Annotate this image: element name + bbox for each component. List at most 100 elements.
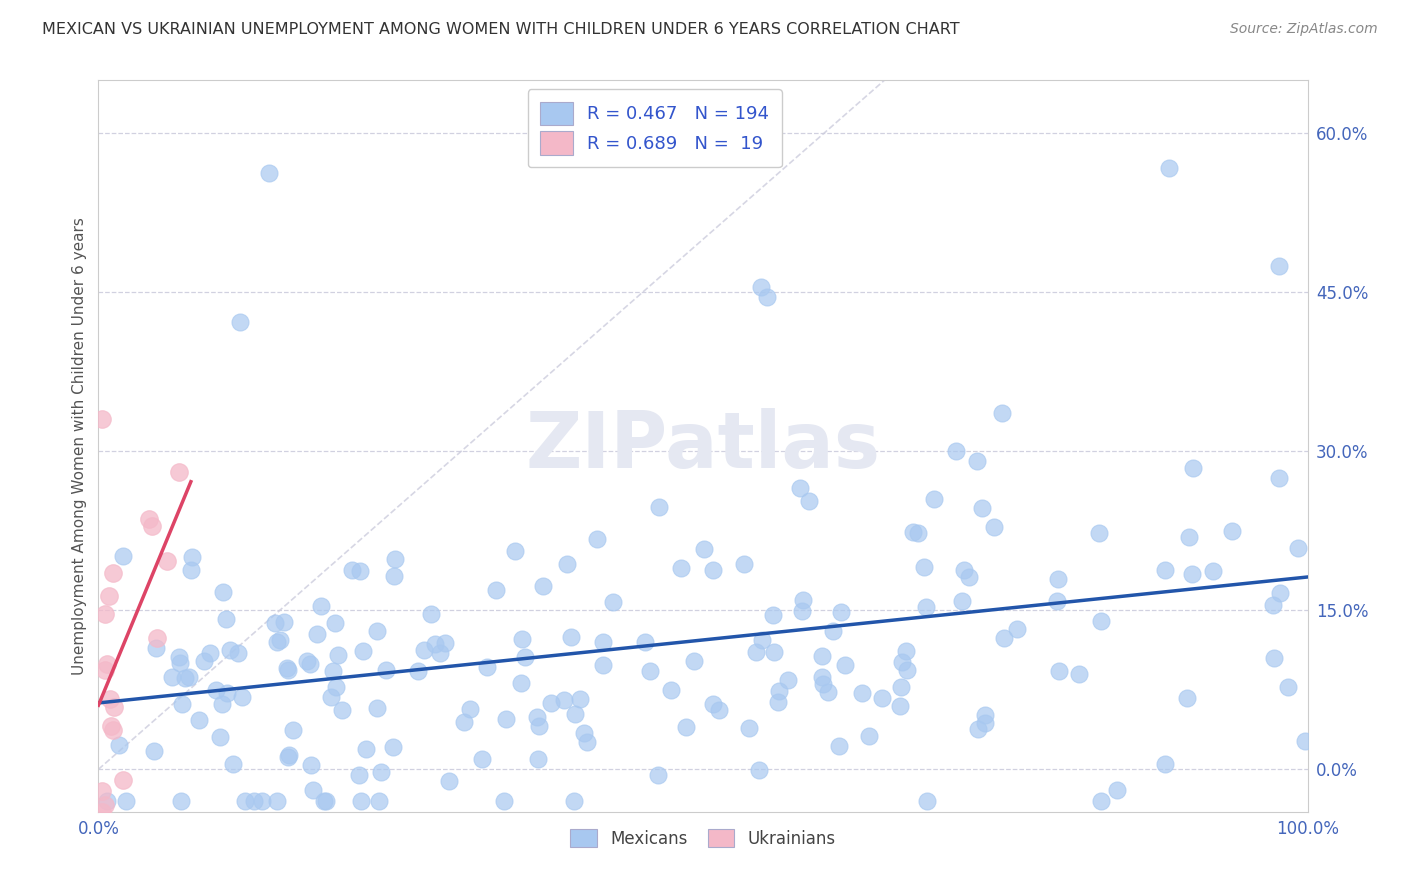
Point: [858, 729, 880, 743]
Point: [890, 655, 912, 669]
Point: [160, 670, 183, 684]
Point: [169, 794, 191, 808]
Point: [889, 699, 911, 714]
Point: [485, 583, 508, 598]
Point: [817, 685, 839, 699]
Point: [907, 525, 929, 540]
Point: [744, 644, 766, 658]
Point: [475, 660, 498, 674]
Point: [354, 742, 377, 756]
Point: [790, 604, 813, 618]
Point: [322, 664, 344, 678]
Point: [209, 730, 232, 744]
Point: [174, 671, 197, 685]
Point: [382, 568, 405, 582]
Point: [277, 749, 299, 764]
Point: [425, 637, 447, 651]
Point: [952, 563, 974, 577]
Point: [828, 739, 851, 753]
Point: [312, 794, 335, 808]
Point: [231, 690, 253, 704]
Text: Source: ZipAtlas.com: Source: ZipAtlas.com: [1230, 22, 1378, 37]
Point: [1088, 525, 1111, 540]
Point: [575, 735, 598, 749]
Point: [204, 682, 226, 697]
Point: [756, 290, 779, 304]
Point: [259, 166, 281, 180]
Point: [1047, 664, 1070, 678]
Point: [222, 756, 245, 771]
Point: [97, 589, 120, 603]
Point: [138, 511, 160, 525]
Point: [215, 686, 238, 700]
Point: [406, 664, 429, 678]
Point: [638, 664, 661, 678]
Text: ZIPatlas: ZIPatlas: [526, 408, 880, 484]
Point: [180, 562, 202, 576]
Point: [226, 646, 249, 660]
Point: [974, 715, 997, 730]
Point: [903, 524, 925, 539]
Point: [366, 624, 388, 638]
Point: [526, 710, 548, 724]
Point: [707, 703, 730, 717]
Point: [991, 406, 1014, 420]
Point: [1177, 690, 1199, 705]
Point: [1090, 615, 1112, 629]
Point: [1220, 524, 1243, 539]
Point: [509, 676, 531, 690]
Point: [1090, 794, 1112, 808]
Point: [439, 773, 461, 788]
Point: [264, 615, 287, 630]
Point: [94, 607, 117, 621]
Point: [890, 681, 912, 695]
Point: [768, 684, 790, 698]
Point: [834, 658, 856, 673]
Point: [325, 681, 347, 695]
Point: [326, 648, 349, 662]
Point: [553, 692, 575, 706]
Point: [188, 713, 211, 727]
Point: [648, 500, 671, 515]
Point: [233, 794, 256, 808]
Point: [96, 794, 118, 808]
Point: [810, 670, 832, 684]
Point: [1181, 461, 1204, 475]
Point: [733, 558, 755, 572]
Point: [323, 615, 346, 630]
Point: [974, 707, 997, 722]
Point: [966, 453, 988, 467]
Point: [1154, 756, 1177, 771]
Point: [211, 585, 233, 599]
Y-axis label: Unemployment Among Women with Children Under 6 years: Unemployment Among Women with Children U…: [72, 217, 87, 675]
Point: [513, 650, 536, 665]
Point: [762, 607, 785, 622]
Point: [332, 703, 354, 717]
Point: [180, 549, 202, 564]
Point: [749, 279, 772, 293]
Point: [167, 650, 190, 665]
Point: [94, 663, 117, 677]
Point: [569, 692, 592, 706]
Point: [585, 532, 607, 546]
Point: [179, 670, 201, 684]
Point: [433, 636, 456, 650]
Point: [748, 763, 770, 777]
Point: [299, 657, 322, 671]
Point: [295, 654, 318, 668]
Point: [778, 673, 800, 687]
Point: [811, 677, 834, 691]
Point: [572, 726, 595, 740]
Point: [352, 644, 374, 658]
Point: [912, 559, 935, 574]
Point: [90, 412, 112, 426]
Point: [1277, 680, 1299, 694]
Point: [269, 633, 291, 648]
Point: [602, 595, 624, 609]
Point: [675, 720, 697, 734]
Point: [101, 566, 124, 581]
Point: [309, 599, 332, 613]
Point: [922, 492, 945, 507]
Point: [214, 612, 236, 626]
Point: [495, 712, 517, 726]
